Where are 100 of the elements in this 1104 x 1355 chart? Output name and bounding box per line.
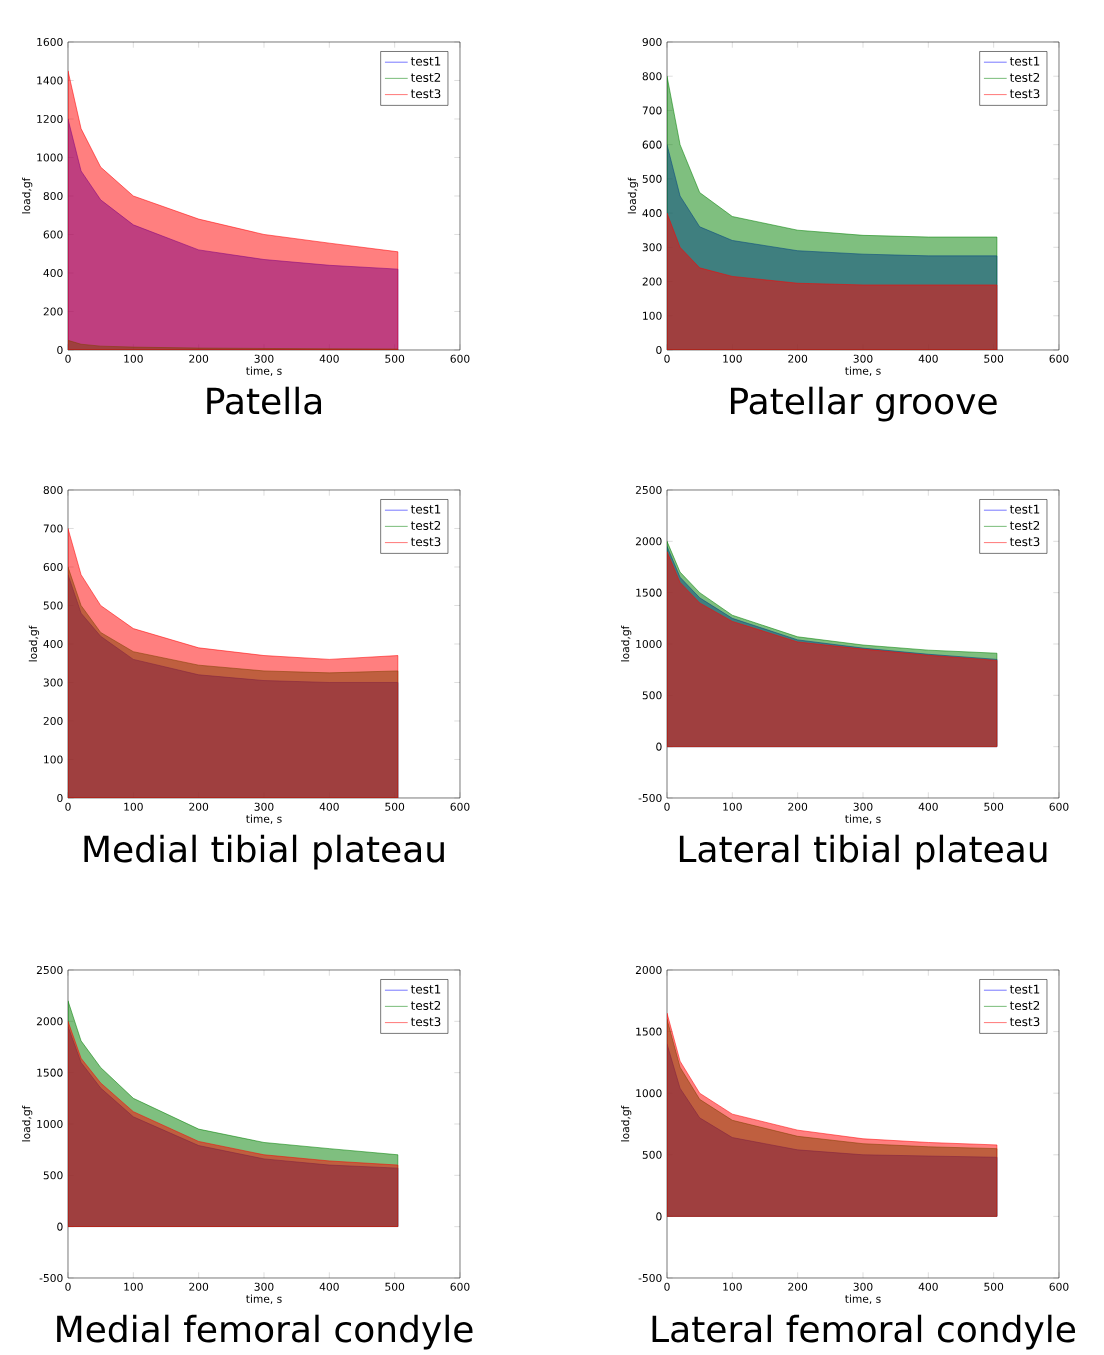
text: Lateral femoral condyle [652,1314,1076,1350]
y-tick-label: 2000 [36,1017,63,1026]
y-tick-label: 500 [642,174,662,183]
y-tick-label: 500 [642,691,662,700]
y-axis-title: load,gf [627,177,639,214]
legend-label: test2 [1009,1000,1040,1010]
y-axis-title: load,gf [28,625,40,662]
x-tick-label: 300 [254,802,274,811]
y-tick-label: 0 [57,793,63,803]
y-tick-label: 0 [57,1222,63,1231]
y-tick-label: 200 [43,716,63,726]
y-tick-label: 1000 [636,1089,662,1098]
legend-label: test3 [1009,1017,1040,1027]
y-tick-label: 200 [642,277,662,286]
legend-label: test3 [410,89,441,99]
y-tick-label: -500 [638,1273,662,1283]
x-tick-label: 400 [918,1282,938,1291]
x-tick-label: 100 [723,802,742,811]
y-tick-label: 0 [57,345,63,355]
y-tick-label: 500 [43,601,63,610]
y-tick-label: 0 [656,742,662,751]
y-tick-label: 400 [43,639,63,649]
x-tick-label: 600 [450,1282,470,1291]
x-tick-label: 500 [984,802,1004,811]
x-tick-label: 600 [1049,802,1069,811]
y-tick-label: 500 [43,1171,63,1180]
y-tick-label: -500 [638,793,662,803]
x-axis-title: time, s [845,366,881,376]
x-tick-label: 200 [189,1282,209,1291]
x-tick-label: 600 [450,354,470,363]
x-tick-label: 400 [319,354,339,363]
x-tick-label: 200 [788,1282,808,1291]
y-axis-title: load,gf [621,625,632,662]
x-tick-label: 0 [664,354,670,363]
x-tick-label: 0 [664,1282,670,1291]
x-tick-label: 300 [853,1282,873,1291]
y-tick-label: 1500 [636,1027,662,1036]
y-tick-label: 1000 [37,153,63,162]
y-tick-label: 100 [44,755,63,764]
text: Medial tibial plateau [84,834,444,870]
y-tick-label: 700 [642,106,662,115]
y-tick-label: 2000 [635,537,662,546]
legend-label: test3 [410,537,441,547]
x-tick-label: 100 [723,354,742,363]
x-tick-label: 600 [450,802,470,811]
legend-label: test1 [1009,56,1040,66]
y-tick-label: 300 [642,243,662,252]
y-tick-label: 800 [43,485,63,495]
legend-label: test2 [410,520,441,530]
x-axis-title: time, s [246,366,282,376]
legend-label: test2 [1009,520,1040,530]
x-axis-title: time, s [246,814,282,824]
y-tick-label: 600 [43,562,63,572]
x-tick-label: 400 [319,1282,339,1291]
y-tick-label: 1600 [37,37,63,47]
x-tick-label: 400 [918,802,938,811]
x-tick-label: 300 [254,1282,274,1291]
x-tick-label: 500 [984,1282,1004,1291]
x-tick-label: 200 [189,354,209,363]
y-tick-label: 1500 [37,1068,63,1077]
x-axis-title: time, s [845,814,881,824]
text: Patella [207,386,322,415]
y-tick-label: 700 [43,524,63,533]
x-tick-label: 600 [1049,1282,1069,1291]
x-tick-label: 100 [124,354,143,363]
x-tick-label: 100 [124,802,143,811]
x-tick-label: 600 [1049,354,1069,363]
y-tick-label: 1500 [636,588,662,597]
y-tick-label: 500 [642,1150,662,1159]
x-tick-label: 0 [664,802,670,811]
legend-label: test2 [410,1000,441,1010]
x-tick-label: 200 [189,802,209,811]
y-tick-label: 300 [43,678,63,687]
legend-label: test3 [1009,537,1040,547]
x-tick-label: 0 [65,1282,71,1291]
text: Lateral tibial plateau [679,834,1047,870]
y-tick-label: 900 [642,37,662,47]
x-tick-label: 400 [918,354,938,363]
x-tick-label: 200 [788,802,808,811]
x-tick-label: 500 [984,354,1004,363]
legend-label: test1 [410,56,441,66]
x-tick-label: 500 [385,354,405,363]
x-tick-label: 100 [124,1282,143,1291]
legend-label: test1 [1009,984,1040,994]
x-tick-label: 0 [65,354,71,363]
y-tick-label: 1400 [37,76,63,85]
y-tick-label: 400 [642,209,662,218]
y-tick-label: 100 [643,311,662,320]
x-tick-label: 300 [853,802,873,811]
x-axis-title: time, s [845,1294,881,1304]
y-tick-label: 1000 [37,1119,63,1129]
y-tick-label: 1200 [37,114,63,124]
y-tick-label: 200 [43,307,63,316]
x-tick-label: 0 [65,802,71,811]
y-tick-label: 800 [642,72,662,81]
y-tick-label: 600 [43,230,63,239]
y-tick-label: 2000 [635,965,662,975]
legend-label: test3 [1009,89,1040,99]
legend-label: test2 [1009,72,1040,82]
legend-label: test1 [410,504,441,514]
